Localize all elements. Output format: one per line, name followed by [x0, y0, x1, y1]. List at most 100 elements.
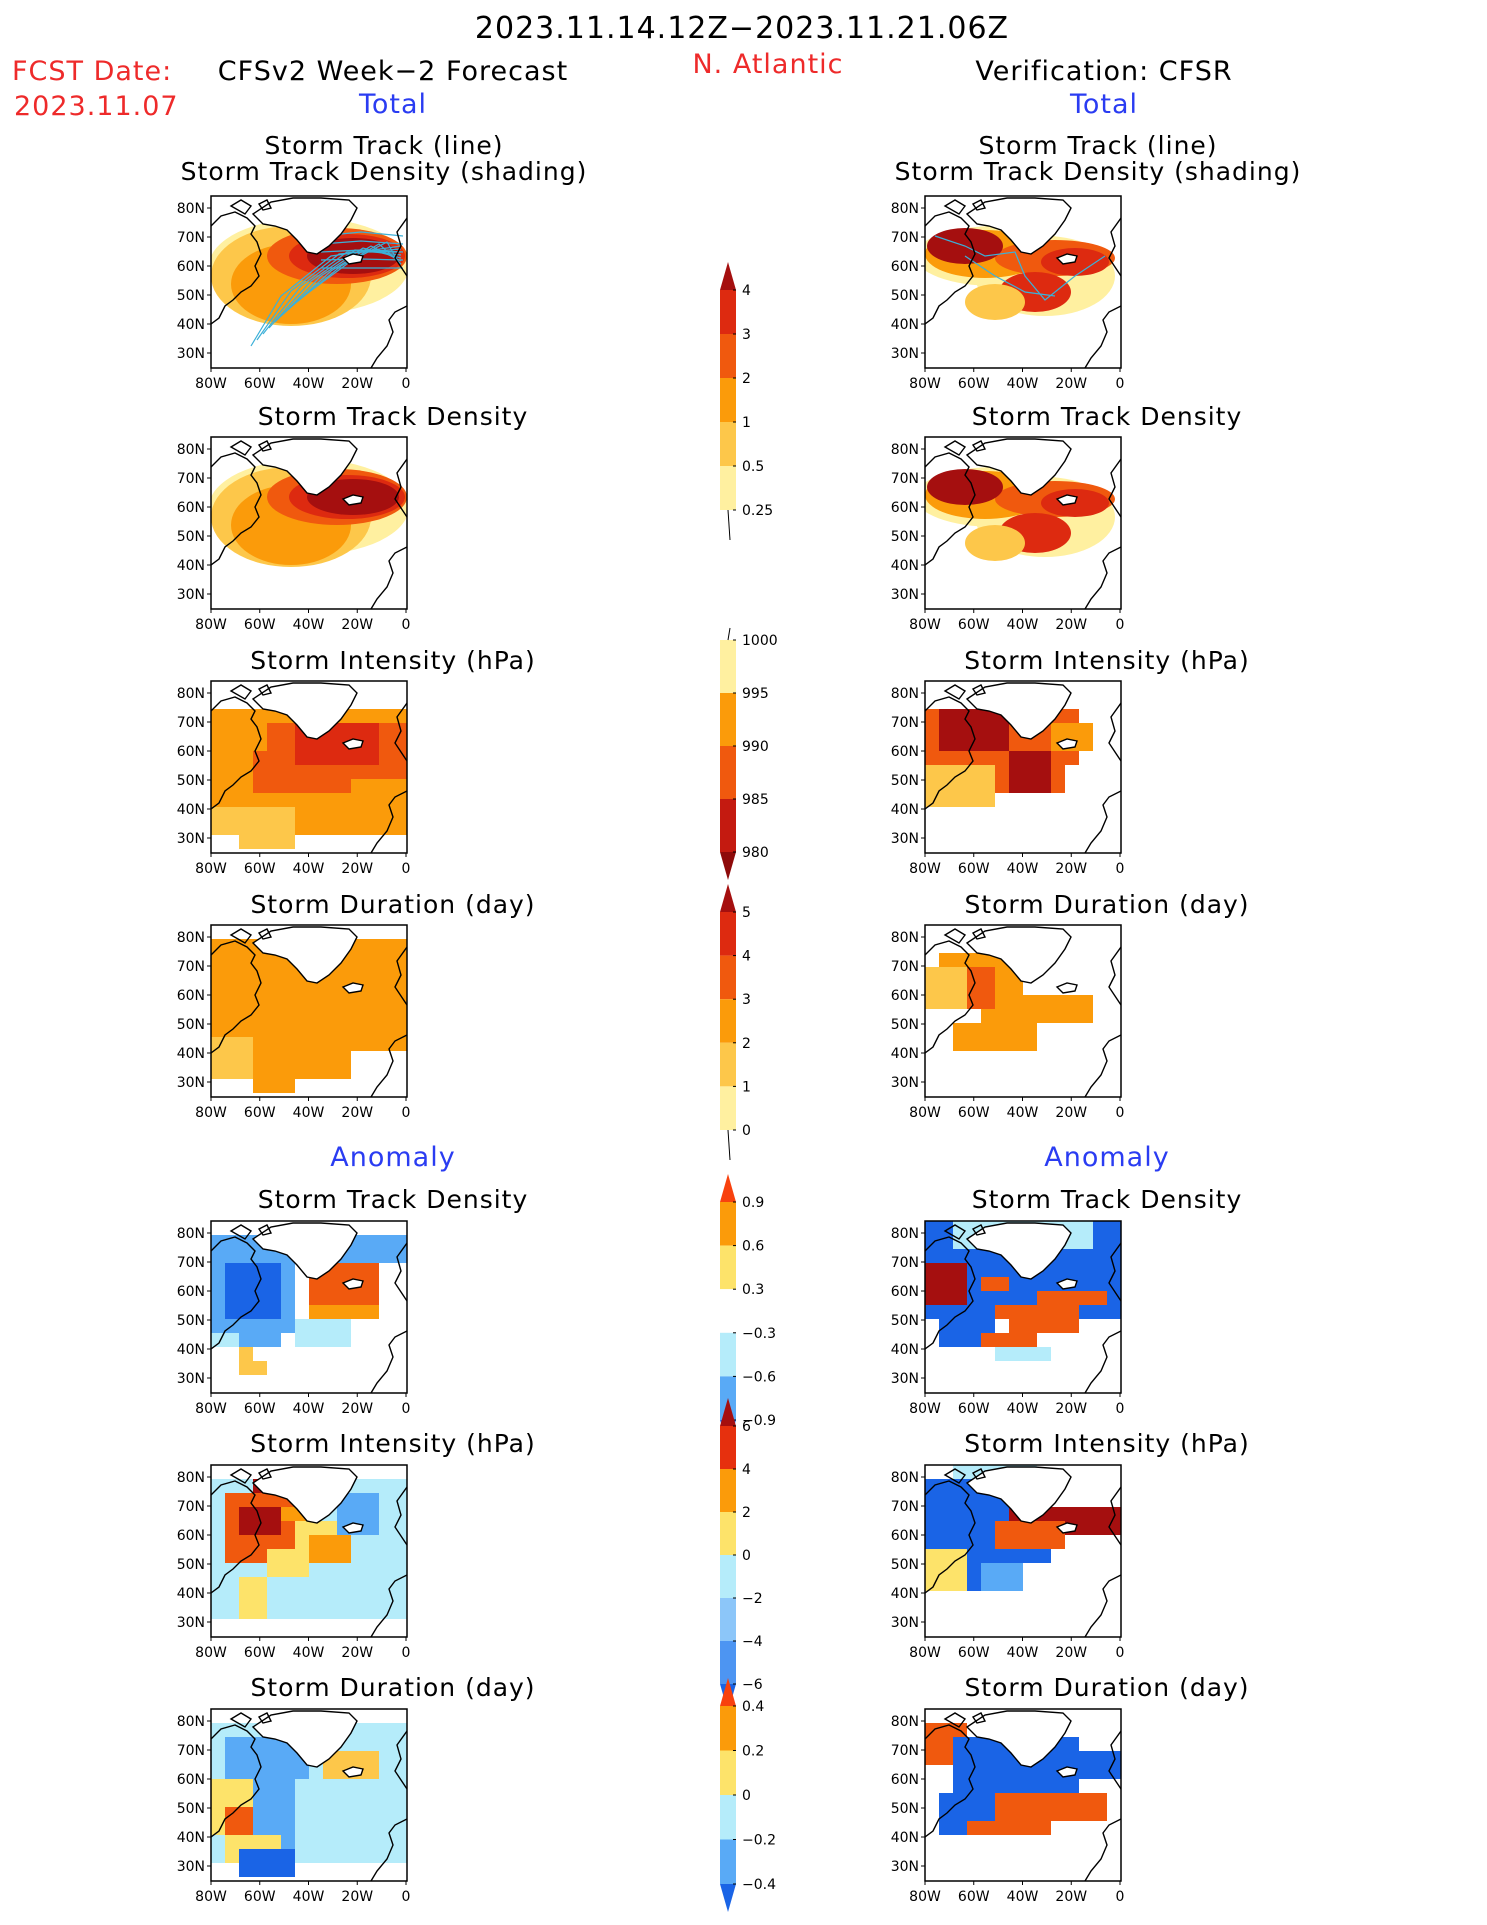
lat-tick-label: 30N [891, 1615, 919, 1631]
lat-tick-label: 50N [891, 1801, 919, 1817]
colorbar-tick-label: 2 [742, 1036, 751, 1052]
lat-tick-label: 80N [891, 442, 919, 458]
greenland-outline [965, 438, 1072, 496]
panel-title-anom-track-left: Storm Track Density [257, 1185, 529, 1214]
colorbar-tick-label: 995 [742, 686, 769, 702]
lon-tick-label: 60W [244, 1645, 276, 1661]
colorbar-tick-label: −0.3 [742, 1326, 776, 1342]
lat-tick-label: 60N [177, 1528, 205, 1544]
panel-title-track-shading-right: Storm Track Density (shading) [894, 157, 1302, 186]
lon-tick-label: 40W [1007, 861, 1039, 877]
lon-tick-label: 0 [1116, 861, 1125, 877]
lon-tick-label: 80W [909, 376, 941, 392]
colorbar-track-density-total: 4 3 2 1 0.5 0.25 [720, 262, 773, 541]
lat-tick-label: 40N [891, 1342, 919, 1358]
lon-tick-label: 0 [1116, 1401, 1125, 1417]
lat-tick-label: 60N [891, 500, 919, 516]
lat-tick-label: 30N [891, 831, 919, 847]
lat-tick-label: 40N [177, 802, 205, 818]
lon-tick-label: 20W [1055, 617, 1087, 633]
colorbar-tick-label: −0.9 [742, 1413, 776, 1429]
map-anom-track-verification: 80N 70N 60N 50N 40N 30N 80W 60W 40W 20W 0 [891, 1220, 1125, 1417]
lon-tick-label: 60W [958, 1105, 990, 1121]
lon-tick-label: 60W [958, 617, 990, 633]
fcst-date-label: FCST Date: [12, 56, 173, 87]
lat-tick-label: 50N [891, 288, 919, 304]
lat-tick-label: 60N [891, 1528, 919, 1544]
colorbar-tick-label: 0.4 [742, 1699, 764, 1715]
lon-tick-label: 40W [293, 861, 325, 877]
lon-tick-label: 80W [909, 1401, 941, 1417]
colorbar-tick-label: −0.2 [742, 1833, 776, 1849]
lat-tick-label: 70N [891, 230, 919, 246]
region-title: N. Atlantic [692, 49, 844, 80]
lat-tick-label: 30N [891, 1075, 919, 1091]
lon-tick-label: 40W [1007, 376, 1039, 392]
lat-tick-label: 30N [177, 587, 205, 603]
panel-title-anom-duration-right: Storm Duration (day) [964, 1673, 1250, 1702]
date-range-title: 2023.11.14.12Z−2023.11.21.06Z [474, 11, 1010, 46]
lat-tick-label: 70N [891, 1743, 919, 1759]
colorbar-tick-label: 0.3 [742, 1282, 764, 1298]
lon-tick-label: 20W [1055, 861, 1087, 877]
lat-tick-label: 60N [177, 988, 205, 1004]
lat-tick-label: 40N [891, 802, 919, 818]
lon-tick-label: 80W [909, 1105, 941, 1121]
colorbar-tick-label: −0.6 [742, 1369, 776, 1385]
lon-tick-label: 20W [341, 1105, 373, 1121]
lat-tick-label: 30N [177, 1371, 205, 1387]
lat-tick-label: 50N [177, 288, 205, 304]
lat-tick-label: 80N [891, 201, 919, 217]
lat-tick-label: 60N [891, 1284, 919, 1300]
lat-tick-label: 30N [177, 1615, 205, 1631]
panel-title-track-density-right: Storm Track Density [971, 402, 1243, 431]
lon-tick-label: 40W [1007, 1401, 1039, 1417]
colorbar-tick-label: 2 [742, 371, 751, 387]
lon-tick-label: 80W [195, 861, 227, 877]
colorbar-tick-label: 6 [742, 1419, 751, 1435]
map-duration-forecast: 80N 70N 60N 50N 40N 30N 80W 60W 40W 20W 0 [177, 924, 410, 1121]
anomaly-label-left: Anomaly [330, 1142, 456, 1173]
lon-tick-label: 20W [1055, 1105, 1087, 1121]
greenland-outline [965, 682, 1072, 740]
lat-tick-label: 40N [891, 558, 919, 574]
colorbar-tick-label: 1000 [742, 633, 778, 649]
panel-title-intensity-left: Storm Intensity (hPa) [250, 646, 536, 675]
lon-tick-label: 40W [293, 1401, 325, 1417]
lat-tick-label: 70N [177, 471, 205, 487]
verification-title: Verification: CFSR [975, 56, 1233, 87]
lat-tick-label: 50N [177, 1801, 205, 1817]
lat-tick-label: 70N [177, 715, 205, 731]
map-intensity-forecast: 80N 70N 60N 50N 40N 30N 80W 60W 40W 20W 0 [177, 680, 410, 877]
lat-tick-label: 60N [891, 988, 919, 1004]
lon-tick-label: 20W [341, 617, 373, 633]
greenland-outline [251, 438, 358, 496]
lat-tick-label: 80N [177, 442, 205, 458]
colorbar-tick-label: −0.4 [742, 1877, 776, 1893]
lon-tick-label: 60W [958, 861, 990, 877]
lat-tick-label: 40N [891, 317, 919, 333]
map-track-forecast: 80N 70N 60N 50N 40N 30N 80W 60W 40W 20W 0 [177, 195, 410, 392]
colorbar-tick-label: 5 [742, 905, 751, 921]
lat-tick-label: 30N [891, 1859, 919, 1875]
lat-tick-label: 40N [177, 317, 205, 333]
lat-tick-label: 30N [177, 1075, 205, 1091]
map-duration-verification: 80N 70N 60N 50N 40N 30N 80W 60W 40W 20W 0 [891, 924, 1124, 1121]
map-density-forecast: 80N 70N 60N 50N 40N 30N 80W 60W 40W 20W 0 [177, 436, 410, 633]
lon-tick-label: 80W [195, 1889, 227, 1905]
lon-tick-label: 60W [958, 1889, 990, 1905]
lon-tick-label: 80W [909, 861, 941, 877]
lon-tick-label: 60W [958, 1645, 990, 1661]
lon-tick-label: 40W [293, 617, 325, 633]
greenland-outline [965, 1222, 1072, 1280]
greenland-outline [965, 1466, 1072, 1524]
lon-tick-label: 0 [1116, 617, 1125, 633]
lat-tick-label: 80N [177, 201, 205, 217]
lat-tick-label: 70N [891, 715, 919, 731]
lat-tick-label: 70N [177, 1743, 205, 1759]
lat-tick-label: 70N [177, 1499, 205, 1515]
map-density-verification: 80N 70N 60N 50N 40N 30N 80W 60W 40W 20W 0 [891, 436, 1125, 633]
lat-tick-label: 60N [177, 744, 205, 760]
lon-tick-label: 0 [1116, 376, 1125, 392]
lon-tick-label: 0 [402, 1645, 411, 1661]
